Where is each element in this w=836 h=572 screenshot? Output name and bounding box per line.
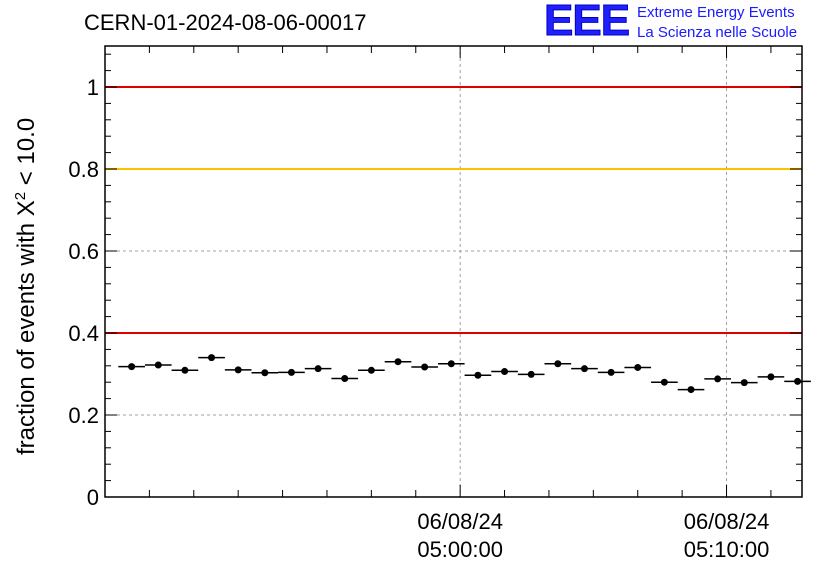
data-point xyxy=(501,368,509,376)
data-point xyxy=(234,366,242,374)
grid-lines xyxy=(105,46,802,497)
data-point xyxy=(794,377,802,385)
data-point xyxy=(128,363,136,371)
y-axis-ticks: 0 0.2 0.4 0.6 0.8 1 xyxy=(68,53,802,510)
y-tick-label: 0 xyxy=(87,485,99,510)
x-axis-ticks: 06/08/24 05:00:00 06/08/24 05:10:00 xyxy=(148,46,772,562)
y-tick-label: 0.4 xyxy=(68,321,99,346)
reference-lines xyxy=(105,86,802,334)
logo-line-2: La Scienza nelle Scuole xyxy=(637,24,798,41)
logo-line-1: Extreme Energy Events xyxy=(637,4,795,21)
y-tick-label: 1 xyxy=(87,75,99,100)
data-point xyxy=(660,378,668,386)
data-points xyxy=(118,354,811,394)
data-point xyxy=(740,379,748,387)
data-point xyxy=(714,375,722,383)
data-point xyxy=(767,373,775,381)
data-point xyxy=(474,371,482,379)
x-tick-label-time: 05:10:00 xyxy=(684,537,770,562)
data-point xyxy=(447,360,455,368)
plot-frame xyxy=(104,45,803,498)
data-point xyxy=(287,368,295,376)
data-point xyxy=(580,365,588,373)
eee-logo: EEE xyxy=(543,0,630,46)
data-point xyxy=(394,358,402,366)
data-point xyxy=(154,361,162,369)
y-tick-label: 0.2 xyxy=(68,403,99,428)
run-title: CERN-01-2024-08-06-00017 xyxy=(84,10,367,35)
x-tick-label-date: 06/08/24 xyxy=(684,509,770,534)
data-point xyxy=(607,368,615,376)
data-point xyxy=(421,363,429,371)
data-point xyxy=(554,360,562,368)
data-point xyxy=(341,375,349,383)
x-tick-label-time: 05:00:00 xyxy=(417,537,503,562)
data-point xyxy=(527,370,535,378)
y-tick-label: 0.6 xyxy=(68,239,99,264)
data-point xyxy=(367,366,375,374)
y-axis-label: fraction of events with X2 < 10.0 xyxy=(12,117,40,455)
y-tick-label: 0.8 xyxy=(68,157,99,182)
data-point xyxy=(261,369,269,377)
data-point xyxy=(181,366,189,374)
data-point xyxy=(314,365,322,373)
data-point xyxy=(208,354,216,362)
data-point xyxy=(687,386,695,394)
data-point xyxy=(634,363,642,371)
x-tick-label-date: 06/08/24 xyxy=(417,509,503,534)
